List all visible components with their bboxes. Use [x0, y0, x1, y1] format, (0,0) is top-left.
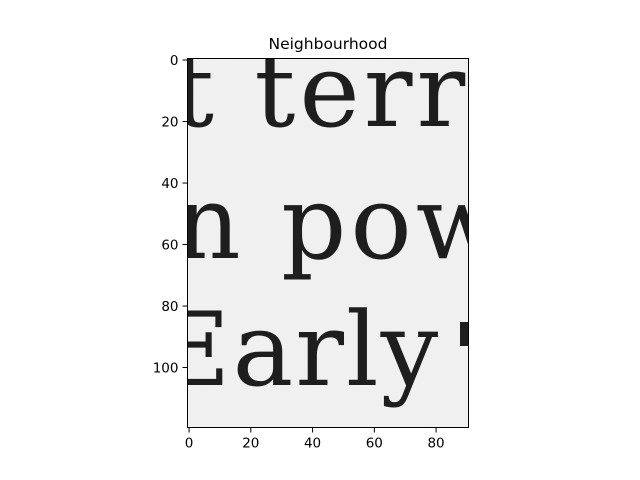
y-tick-label: 20 [161, 115, 178, 131]
y-tick-label: 80 [161, 299, 178, 315]
image-content: t terr n pow Early [156, 32, 507, 428]
image-text-line-2: n pow [175, 164, 507, 283]
x-axis: 0 20 40 60 80 [185, 427, 445, 452]
x-tick-label: 0 [185, 436, 194, 452]
image-text-line-1: t terr [173, 32, 469, 151]
y-tick-label: 100 [153, 361, 179, 377]
y-tick-label: 40 [161, 176, 178, 192]
x-tick-label: 40 [304, 436, 321, 452]
chart-title: Neighbourhood [269, 35, 388, 53]
paper-texture [187, 58, 469, 428]
y-tick-label: 60 [161, 238, 178, 254]
y-tick-label: 0 [170, 53, 179, 69]
x-tick-label: 80 [427, 436, 444, 452]
x-tick-label: 20 [242, 436, 259, 452]
partial-glyph-fragment [460, 322, 469, 346]
axes-frame [187, 58, 469, 428]
x-tick-label: 60 [366, 436, 383, 452]
image-text-line-3: Early [156, 291, 440, 410]
y-axis: 0 20 40 60 80 100 [153, 53, 188, 377]
